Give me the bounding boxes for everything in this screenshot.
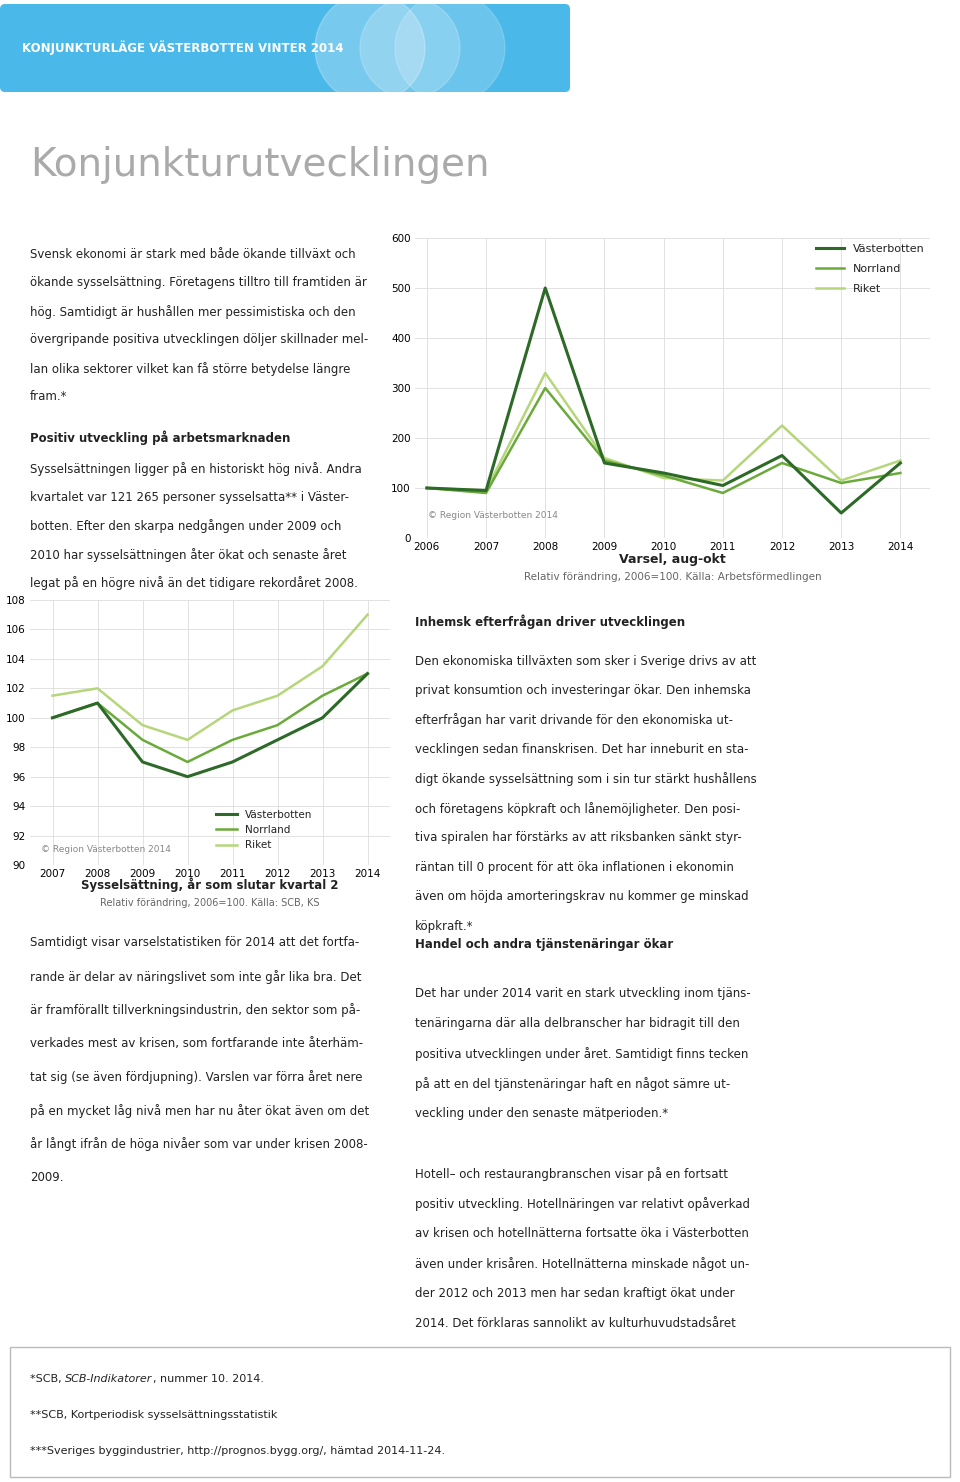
Text: Relativ förändring, 2006=100. Källa: Arbetsförmedlingen: Relativ förändring, 2006=100. Källa: Arb…: [524, 572, 822, 582]
Text: verkades mest av krisen, som fortfarande inte återhäm-: verkades mest av krisen, som fortfarande…: [30, 1036, 363, 1049]
Text: Svensk ekonomi är stark med både ökande tillväxt och: Svensk ekonomi är stark med både ökande …: [30, 247, 355, 261]
Text: Inhemsk efterfrågan driver utvecklingen: Inhemsk efterfrågan driver utvecklingen: [415, 614, 685, 628]
Text: hög. Samtidigt är hushållen mer pessimistiska och den: hög. Samtidigt är hushållen mer pessimis…: [30, 305, 355, 319]
Text: tenäringarna där alla delbranscher har bidragit till den: tenäringarna där alla delbranscher har b…: [415, 1017, 740, 1030]
Text: fram.*: fram.*: [30, 390, 67, 403]
Text: vecklingen sedan finanskrisen. Det har inneburit en sta-: vecklingen sedan finanskrisen. Det har i…: [415, 742, 749, 756]
Text: Den ekonomiska tillväxten som sker i Sverige drivs av att: Den ekonomiska tillväxten som sker i Sve…: [415, 655, 756, 667]
Text: efterfrågan har varit drivande för den ekonomiska ut-: efterfrågan har varit drivande för den e…: [415, 713, 733, 728]
Legend: Västerbotten, Norrland, Riket: Västerbotten, Norrland, Riket: [211, 806, 317, 855]
Text: Samtidigt visar varselstatistiken för 2014 att det fortfa-: Samtidigt visar varselstatistiken för 20…: [30, 937, 359, 948]
Text: och företagens köpkraft och lånemöjligheter. Den posi-: och företagens köpkraft och lånemöjlighe…: [415, 802, 740, 815]
Text: har dock inte varit lika stark som i andra delar av Sverige.: har dock inte varit lika stark som i and…: [30, 633, 375, 646]
Text: år långt ifrån de höga nivåer som var under krisen 2008-: år långt ifrån de höga nivåer som var un…: [30, 1137, 368, 1152]
Text: Positiv utveckling på arbetsmarknaden: Positiv utveckling på arbetsmarknaden: [30, 430, 290, 445]
Text: ökande sysselsättning. Företagens tilltro till framtiden är: ökande sysselsättning. Företagens tilltr…: [30, 276, 367, 289]
Text: Varsel, aug-okt: Varsel, aug-okt: [619, 553, 726, 566]
Text: © Region Västerbotten 2014: © Region Västerbotten 2014: [40, 845, 171, 855]
Text: legat på en högre nivå än det tidigare rekordåret 2008.: legat på en högre nivå än det tidigare r…: [30, 576, 358, 590]
FancyBboxPatch shape: [0, 4, 570, 92]
Circle shape: [395, 0, 505, 104]
Text: räntan till 0 procent för att öka inflationen i ekonomin: räntan till 0 procent för att öka inflat…: [415, 861, 733, 874]
Text: *SCB,: *SCB,: [30, 1374, 65, 1384]
Text: 2010 har sysselsättningen åter ökat och senaste året: 2010 har sysselsättningen åter ökat och …: [30, 548, 347, 562]
Text: tiva spiralen har förstärks av att riksbanken sänkt styr-: tiva spiralen har förstärks av att riksb…: [415, 831, 742, 845]
Text: der 2012 och 2013 men har sedan kraftigt ökat under: der 2012 och 2013 men har sedan kraftigt…: [415, 1288, 734, 1300]
Text: 2009.: 2009.: [30, 1171, 63, 1184]
Text: ***Sveriges byggindustrier, http://prognos.bygg.org/, hämtad 2014-11-24.: ***Sveriges byggindustrier, http://progn…: [30, 1446, 445, 1455]
Text: rande är delar av näringslivet som inte går lika bra. Det: rande är delar av näringslivet som inte …: [30, 969, 362, 984]
Text: © Region Västerbotten 2014: © Region Västerbotten 2014: [428, 511, 558, 520]
Text: Relativ förändring, 2006=100. Källa: SCB, KS: Relativ förändring, 2006=100. Källa: SCB…: [100, 898, 320, 908]
Text: KONJUNKTURLÄGE VÄSTERBOTTEN VINTER 2014: KONJUNKTURLÄGE VÄSTERBOTTEN VINTER 2014: [22, 40, 344, 55]
Text: även under krisåren. Hotellnätterna minskade något un-: även under krisåren. Hotellnätterna mins…: [415, 1257, 750, 1272]
Text: Hotell– och restaurangbranschen visar på en fortsatt: Hotell– och restaurangbranschen visar på…: [415, 1168, 728, 1181]
Legend: Västerbotten, Norrland, Riket: Västerbotten, Norrland, Riket: [816, 243, 924, 293]
Text: , nummer 10. 2014.: , nummer 10. 2014.: [153, 1374, 264, 1384]
Text: övergripande positiva utvecklingen döljer skillnader mel-: övergripande positiva utvecklingen dölje…: [30, 333, 369, 347]
Text: köpkraft.*: köpkraft.*: [415, 919, 473, 932]
Text: är framförallt tillverkningsindustrin, den sektor som på-: är framförallt tillverkningsindustrin, d…: [30, 1003, 360, 1017]
Text: **SCB, Kortperiodisk sysselsättningsstatistik: **SCB, Kortperiodisk sysselsättningsstat…: [30, 1409, 277, 1420]
Text: veckling under den senaste mätperioden.*: veckling under den senaste mätperioden.*: [415, 1107, 668, 1120]
Text: av krisen och hotellnätterna fortsatte öka i Västerbotten: av krisen och hotellnätterna fortsatte ö…: [415, 1227, 749, 1240]
Text: tat sig (se även fördjupning). Varslen var förra året nere: tat sig (se även fördjupning). Varslen v…: [30, 1070, 363, 1085]
Text: Det har under 2014 varit en stark utveckling inom tjäns-: Det har under 2014 varit en stark utveck…: [415, 987, 751, 1000]
Text: lan olika sektorer vilket kan få större betydelse längre: lan olika sektorer vilket kan få större …: [30, 362, 350, 375]
Text: digt ökande sysselsättning som i sin tur stärkt hushållens: digt ökande sysselsättning som i sin tur…: [415, 772, 756, 787]
Text: Sysselsättning, år som slutar kvartal 2: Sysselsättning, år som slutar kvartal 2: [82, 877, 339, 892]
Text: på en mycket låg nivå men har nu åter ökat även om det: på en mycket låg nivå men har nu åter ök…: [30, 1104, 370, 1117]
Text: kvartalet var 121 265 personer sysselsatta** i Väster-: kvartalet var 121 265 personer sysselsat…: [30, 491, 349, 504]
Text: även om höjda amorteringskrav nu kommer ge minskad: även om höjda amorteringskrav nu kommer …: [415, 891, 749, 903]
Text: positiv utveckling. Hotellnäringen var relativt opåverkad: positiv utveckling. Hotellnäringen var r…: [415, 1197, 750, 1211]
Text: Sysselsättningen ligger på en historiskt hög nivå. Andra: Sysselsättningen ligger på en historiskt…: [30, 462, 362, 476]
Text: positiva utvecklingen under året. Samtidigt finns tecken: positiva utvecklingen under året. Samtid…: [415, 1048, 749, 1061]
Text: på att en del tjänstenäringar haft en något sämre ut-: på att en del tjänstenäringar haft en nå…: [415, 1077, 731, 1091]
Text: botten. Efter den skarpa nedgången under 2009 och: botten. Efter den skarpa nedgången under…: [30, 519, 342, 534]
Text: Konjunkturutvecklingen: Konjunkturutvecklingen: [30, 147, 490, 184]
Circle shape: [360, 0, 460, 98]
Text: Utvecklingen i Västerbotten och resten av norra Sverige: Utvecklingen i Västerbotten och resten a…: [30, 605, 363, 618]
Text: 2014. Det förklaras sannolikt av kulturhuvudstadsåret: 2014. Det förklaras sannolikt av kulturh…: [415, 1317, 736, 1331]
Text: SCB-Indikatorer: SCB-Indikatorer: [65, 1374, 153, 1384]
Text: privat konsumtion och investeringar ökar. Den inhemska: privat konsumtion och investeringar ökar…: [415, 685, 751, 697]
Text: Handel och andra tjänstenäringar ökar: Handel och andra tjänstenäringar ökar: [415, 938, 673, 950]
Circle shape: [315, 0, 425, 104]
